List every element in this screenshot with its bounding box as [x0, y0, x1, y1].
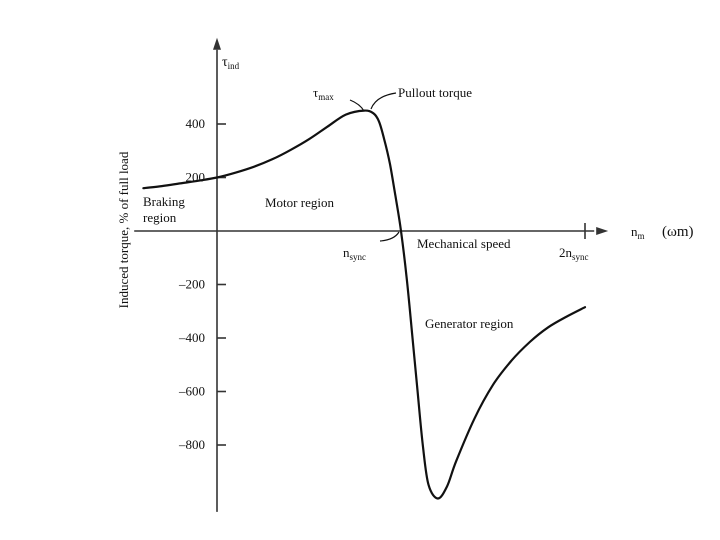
braking-region-label-2: region	[143, 210, 177, 225]
chart-series	[142, 109, 587, 500]
tau-max-main: τ	[313, 85, 318, 100]
generator-region-label: Generator region	[425, 316, 514, 331]
x-tick-label-sub: sync	[350, 252, 367, 262]
x-axis-name-sub: m	[638, 231, 645, 241]
y-tick-label: –800	[178, 437, 205, 452]
x-axis-extra: (ωm)	[662, 224, 694, 240]
y-axis-arrowhead	[213, 37, 221, 50]
y-axis-name-main: τ	[222, 55, 228, 70]
y-axis-name-sub: ind	[228, 61, 240, 71]
x-tick-label-sub: sync	[572, 252, 589, 262]
pullout-arrow	[370, 92, 397, 110]
y-axis-label: Induced torque, % of full load	[116, 151, 131, 308]
y-tick-label: –400	[178, 330, 205, 345]
x-tick-label: 2nsync	[559, 245, 589, 262]
tau-max-label: τmax	[313, 85, 334, 102]
tau-max-sub: max	[318, 92, 334, 102]
x-axis-arrowhead	[596, 227, 609, 235]
motor-region-label: Motor region	[265, 195, 334, 210]
y-tick-label: 400	[186, 116, 206, 131]
pullout-torque-label: Pullout torque	[398, 85, 472, 100]
x-axis-name: nm	[631, 224, 645, 241]
torque-speed-curve	[142, 109, 587, 500]
x-tick-label: nsync	[343, 245, 366, 262]
tau-max-arrow	[349, 99, 365, 112]
chart-axes	[134, 37, 609, 512]
y-tick-label: –200	[178, 277, 205, 292]
x-tick-label-main: n	[343, 245, 350, 260]
x-axis-name-main: n	[631, 224, 638, 239]
nsync-arrow	[379, 231, 400, 242]
mechanical-speed-label: Mechanical speed	[417, 236, 511, 251]
y-tick-label: –600	[178, 384, 205, 399]
y-axis-name: τind	[222, 55, 240, 71]
braking-region-label-1: Braking	[143, 194, 185, 209]
x-tick-label-main: 2n	[559, 245, 573, 260]
